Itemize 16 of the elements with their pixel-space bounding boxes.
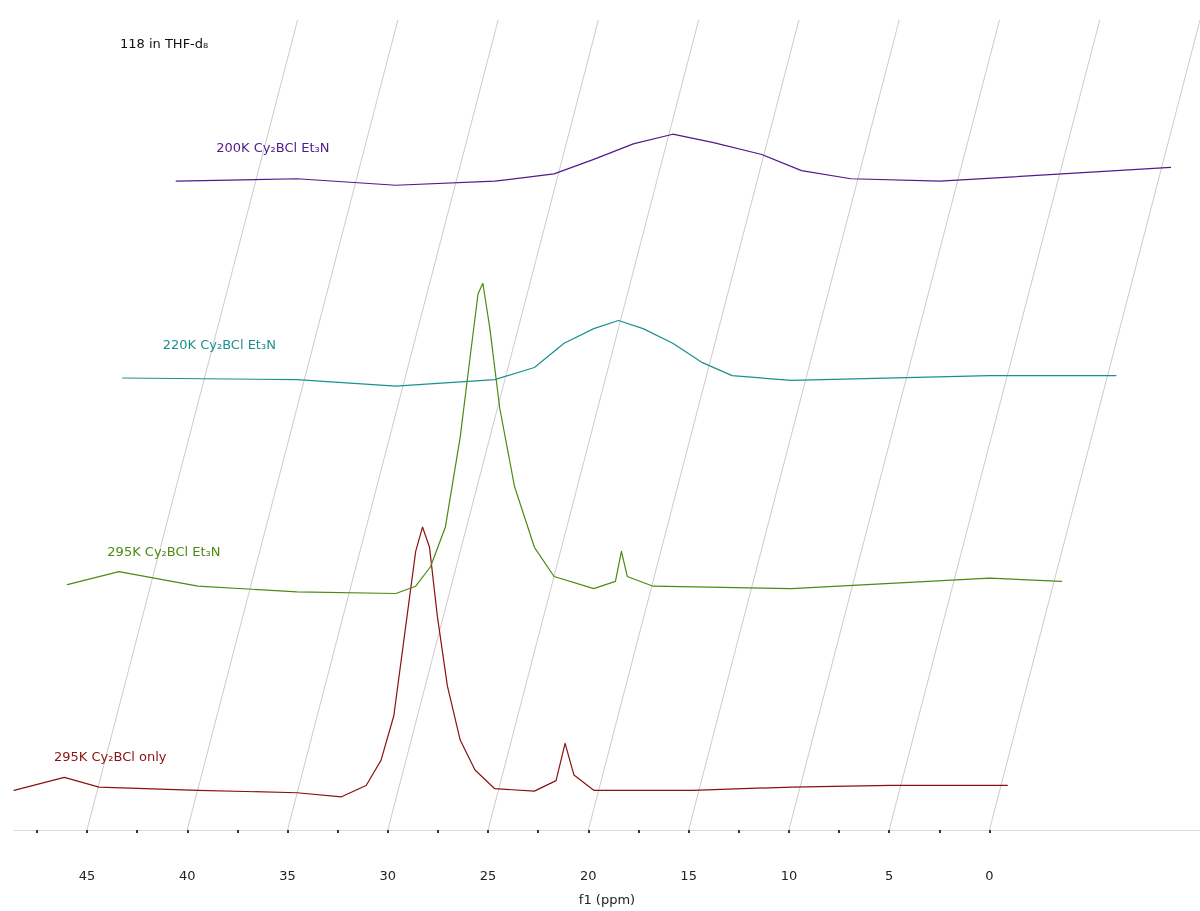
x-axis-title: f1 (ppm) <box>578 892 636 907</box>
text: 118 in THF-d₈ <box>120 36 209 51</box>
series-label: 295K Cy₂BCl only <box>54 749 167 765</box>
x-tick-label: 10 <box>780 868 798 883</box>
series-label: 200K Cy₂BCl Et₃N <box>216 140 330 156</box>
x-tick-label: 20 <box>580 868 597 883</box>
x-tick-label: 35 <box>279 868 296 883</box>
x-tick-label: 45 <box>78 868 96 883</box>
x-tick-label: 25 <box>479 868 497 883</box>
series-label: 295K Cy₂BCl Et₃N <box>107 543 221 559</box>
x-tick-label: 5 <box>885 868 894 883</box>
x-tick-label: 0 <box>985 868 994 883</box>
x-tick-label: 40 <box>178 868 196 883</box>
text: 220K Cy₂BCl Et₃N <box>162 337 276 353</box>
x-tick-label: 30 <box>379 868 397 883</box>
x-tick-label: 15 <box>680 868 697 883</box>
